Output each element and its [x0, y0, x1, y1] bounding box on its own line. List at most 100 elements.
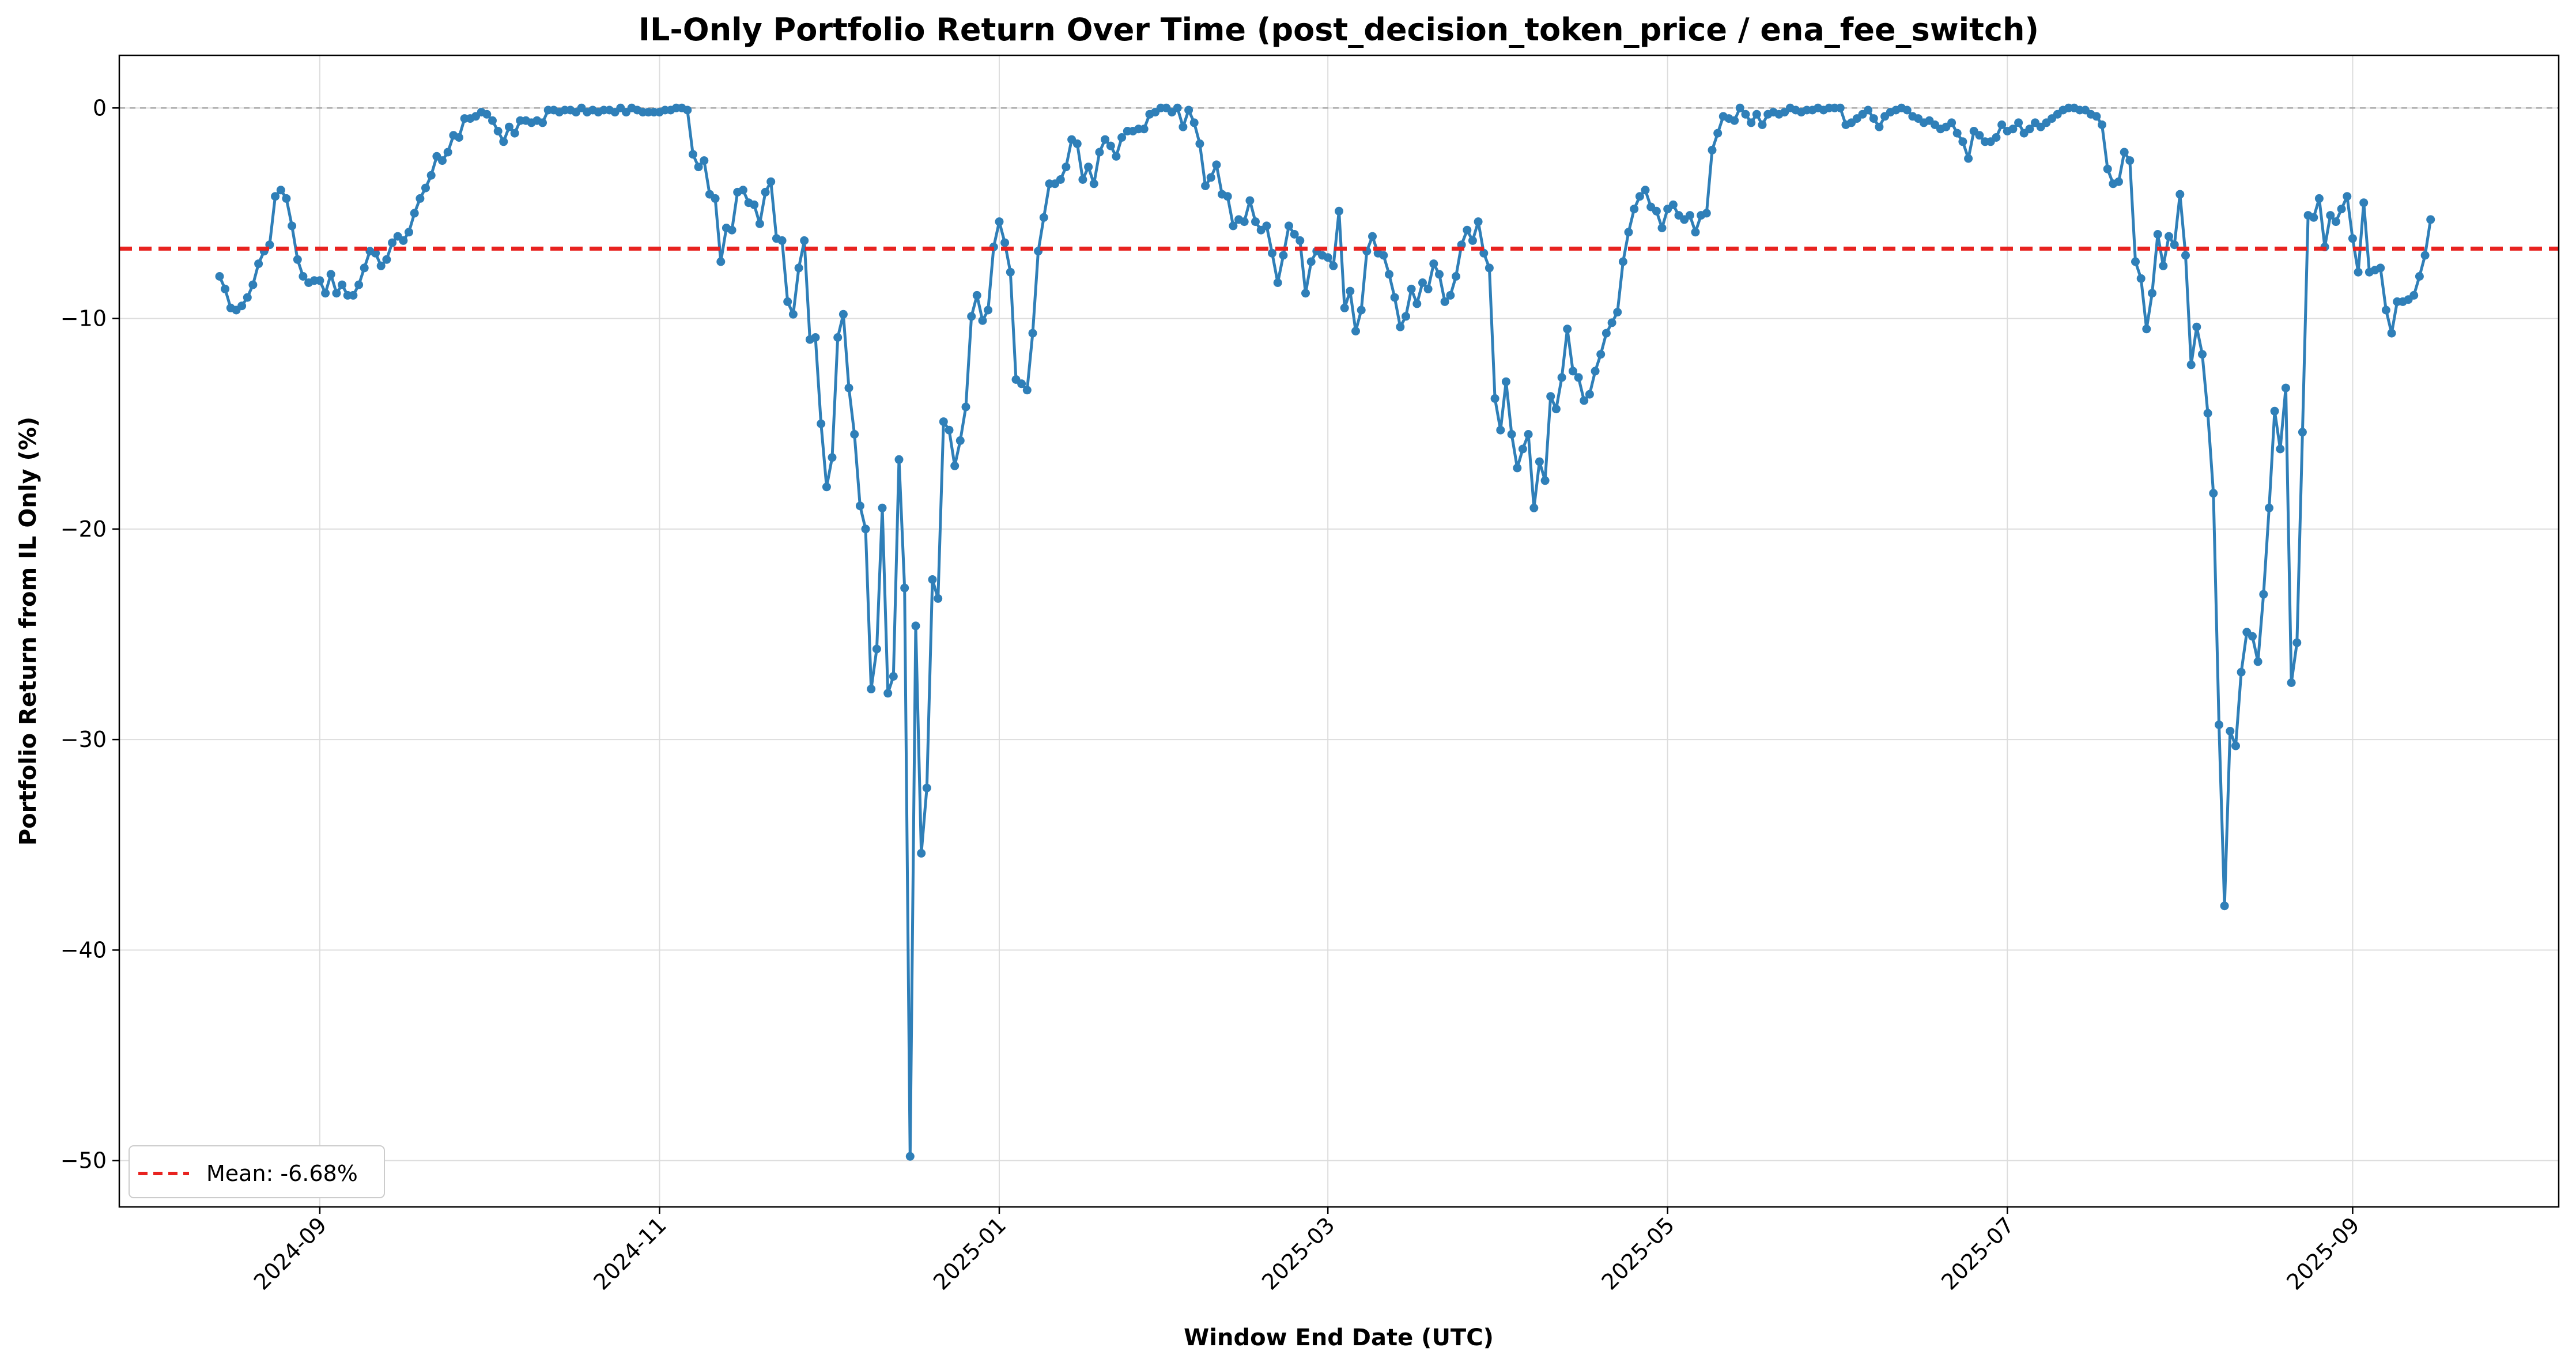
data-point	[1017, 379, 1026, 388]
data-point	[1624, 228, 1633, 237]
data-point	[1429, 259, 1438, 269]
data-point	[817, 419, 826, 428]
data-point	[1580, 396, 1589, 405]
data-point	[1992, 133, 2001, 142]
data-point	[2103, 164, 2112, 173]
data-point	[1452, 272, 1460, 281]
data-point	[2014, 118, 2023, 127]
data-point	[2175, 190, 2185, 199]
data-point	[1201, 182, 1210, 190]
data-point	[844, 383, 853, 393]
data-point	[694, 163, 703, 172]
data-point	[1685, 211, 1694, 220]
data-point	[2192, 322, 2201, 331]
data-point	[917, 848, 926, 858]
data-point	[1189, 118, 1199, 127]
data-point	[1540, 476, 1550, 485]
data-point	[2220, 901, 2229, 911]
data-point	[2159, 261, 2168, 270]
data-point	[1613, 308, 1622, 317]
data-point	[376, 261, 386, 270]
data-point	[2092, 112, 2101, 121]
data-point	[288, 221, 297, 231]
data-point	[1240, 217, 1249, 227]
data-point	[2343, 192, 2352, 201]
data-point	[2215, 720, 2223, 729]
data-point	[399, 236, 408, 245]
data-point	[1346, 286, 1355, 296]
data-point	[850, 430, 859, 439]
data-point	[416, 194, 425, 203]
data-point	[1902, 105, 1912, 115]
data-point	[1752, 110, 1761, 119]
data-point	[505, 122, 513, 131]
data-point	[2298, 428, 2307, 437]
data-point	[1407, 284, 1416, 293]
data-point	[2415, 272, 2424, 281]
data-point	[1535, 457, 1544, 466]
data-point	[237, 301, 247, 311]
data-point	[900, 583, 909, 593]
data-point	[1223, 192, 1232, 201]
data-point	[1997, 120, 2007, 129]
data-point	[939, 417, 948, 427]
data-point	[1652, 206, 1661, 216]
legend: Mean: -6.68%	[129, 1145, 385, 1198]
data-point	[248, 280, 258, 289]
data-point	[1285, 221, 1293, 231]
data-point	[1747, 118, 1756, 127]
data-point	[2426, 215, 2435, 224]
data-point	[2331, 217, 2340, 227]
data-point	[243, 293, 252, 302]
data-point	[1379, 251, 1388, 260]
data-point	[683, 105, 692, 115]
data-point	[2025, 124, 2034, 134]
data-point	[1657, 224, 1667, 232]
data-point	[1329, 261, 1338, 270]
data-point	[911, 621, 920, 631]
data-point	[788, 310, 798, 319]
data-point	[1875, 122, 1884, 131]
data-point	[2409, 290, 2419, 300]
plot-frame	[118, 54, 2560, 1208]
data-point	[1089, 179, 1098, 188]
data-point	[2170, 240, 2179, 250]
data-point	[928, 575, 937, 584]
data-point	[1668, 200, 1678, 209]
data-point	[1351, 327, 1360, 335]
data-point	[2209, 489, 2218, 498]
data-point	[1184, 105, 1193, 115]
data-point	[1323, 253, 1332, 262]
data-point	[984, 305, 993, 315]
data-point	[1958, 137, 1967, 146]
data-point	[1474, 217, 1483, 227]
data-point	[1290, 230, 1299, 239]
data-point	[2314, 194, 2324, 203]
data-point	[215, 272, 224, 281]
data-point	[321, 289, 330, 298]
y-tick-label: −50	[61, 1148, 107, 1173]
data-point	[1691, 228, 1700, 237]
data-point	[2287, 678, 2296, 687]
data-point	[2420, 251, 2430, 260]
data-point	[1513, 463, 1522, 473]
data-point	[2136, 274, 2146, 283]
data-point	[254, 259, 263, 269]
data-point	[2276, 444, 2285, 454]
data-point	[1708, 145, 1717, 154]
data-point	[388, 238, 397, 247]
data-point	[800, 236, 809, 245]
x-axis-label: Window End Date (UTC)	[1184, 1325, 1494, 1351]
data-point	[271, 192, 280, 201]
data-point	[855, 501, 864, 511]
data-point	[2326, 211, 2335, 220]
data-point	[794, 263, 803, 273]
data-point	[738, 186, 747, 195]
data-point	[371, 248, 380, 258]
data-point	[2165, 232, 2173, 241]
data-point	[482, 110, 492, 119]
data-point	[1295, 236, 1305, 245]
data-point	[1440, 297, 1449, 306]
data-point	[1006, 267, 1015, 277]
data-point	[1557, 373, 1566, 382]
